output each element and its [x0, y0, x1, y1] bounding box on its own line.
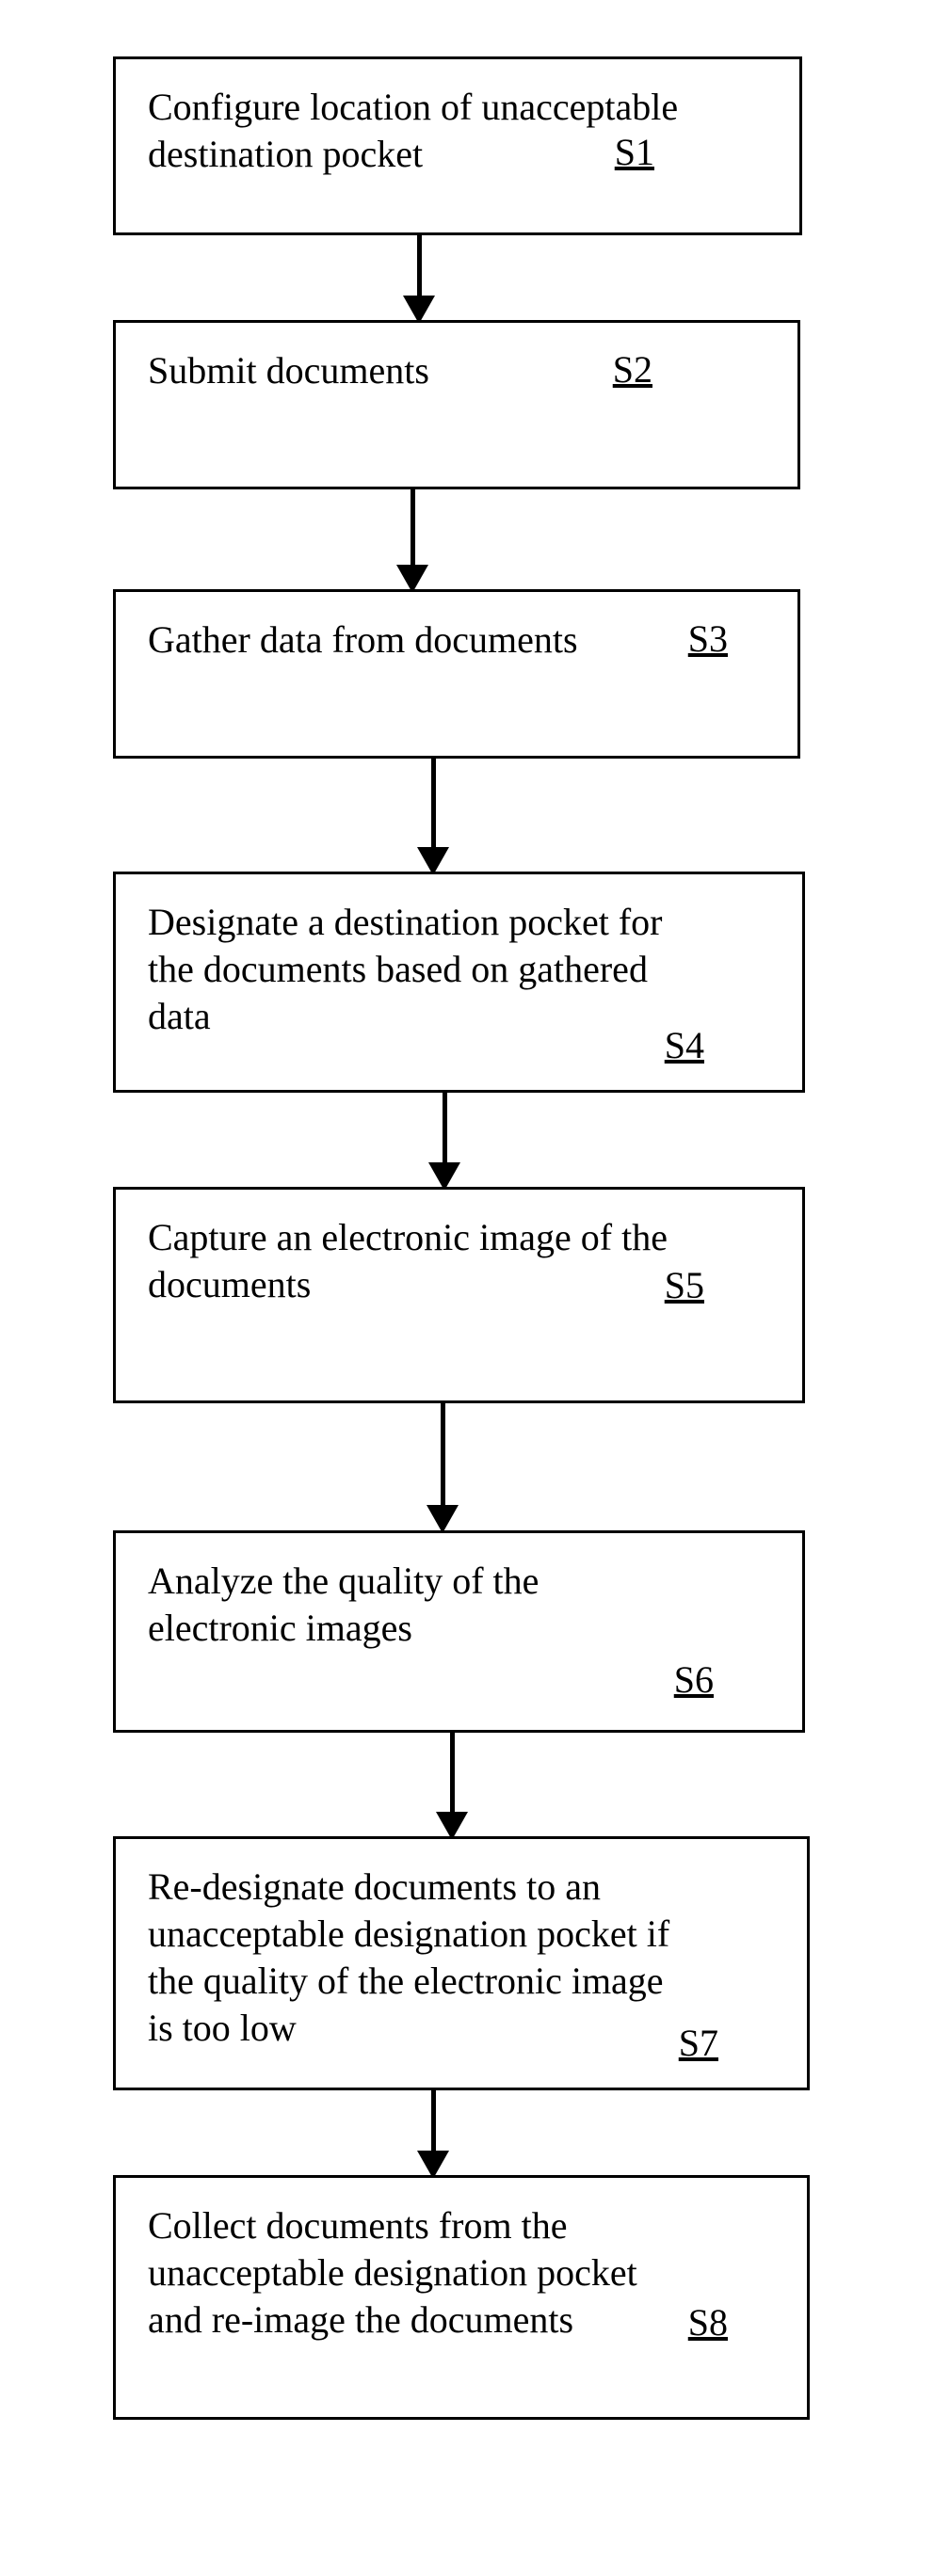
flow-step-id: S3 [688, 616, 728, 661]
arrow-shaft [441, 1403, 445, 1505]
flow-arrow [113, 235, 802, 320]
flow-arrow [113, 759, 800, 872]
flow-step-s5: Capture an electronic image of the docum… [113, 1187, 805, 1403]
arrow-shaft [443, 1093, 447, 1162]
flow-step-text: Designate a destination pocket for the d… [148, 899, 770, 1040]
flow-arrow [113, 1733, 805, 1836]
flow-step-s2: Submit documentsS2 [113, 320, 800, 489]
flow-step-s6: Analyze the quality of the electronic im… [113, 1530, 805, 1733]
flow-step-id: S4 [665, 1023, 704, 1067]
arrow-shaft [450, 1733, 455, 1812]
flow-step-text: Analyze the quality of the electronic im… [148, 1558, 770, 1652]
flow-arrow [113, 1403, 805, 1530]
flow-step-text: Configure location of unacceptable desti… [148, 84, 767, 178]
flow-step-id: S5 [665, 1263, 704, 1307]
arrow-head-icon [427, 1505, 459, 1533]
flow-step-text: Collect documents from the unacceptable … [148, 2202, 775, 2344]
arrow-shaft [431, 759, 436, 847]
flow-step-s7: Re-designate documents to an unacceptabl… [113, 1836, 810, 2090]
flow-step-id: S7 [679, 2021, 718, 2065]
flow-step-s8: Collect documents from the unacceptable … [113, 2175, 810, 2420]
arrow-shaft [411, 489, 415, 565]
arrow-shaft [431, 2090, 436, 2151]
flow-step-id: S6 [674, 1657, 714, 1702]
flow-step-id: S8 [688, 2300, 728, 2344]
flow-step-id: S1 [615, 130, 654, 174]
flow-step-text: Submit documents [148, 347, 765, 394]
arrow-shaft [417, 235, 422, 296]
flow-step-text: Gather data from documents [148, 616, 765, 664]
flow-arrow [113, 489, 800, 589]
flow-step-s4: Designate a destination pocket for the d… [113, 872, 805, 1093]
flow-step-id: S2 [613, 347, 652, 392]
flowchart-container: Configure location of unacceptable desti… [0, 0, 950, 2495]
flow-step-s1: Configure location of unacceptable desti… [113, 56, 802, 235]
flow-arrow [113, 1093, 805, 1187]
flow-step-s3: Gather data from documentsS3 [113, 589, 800, 759]
flow-arrow [113, 2090, 810, 2175]
